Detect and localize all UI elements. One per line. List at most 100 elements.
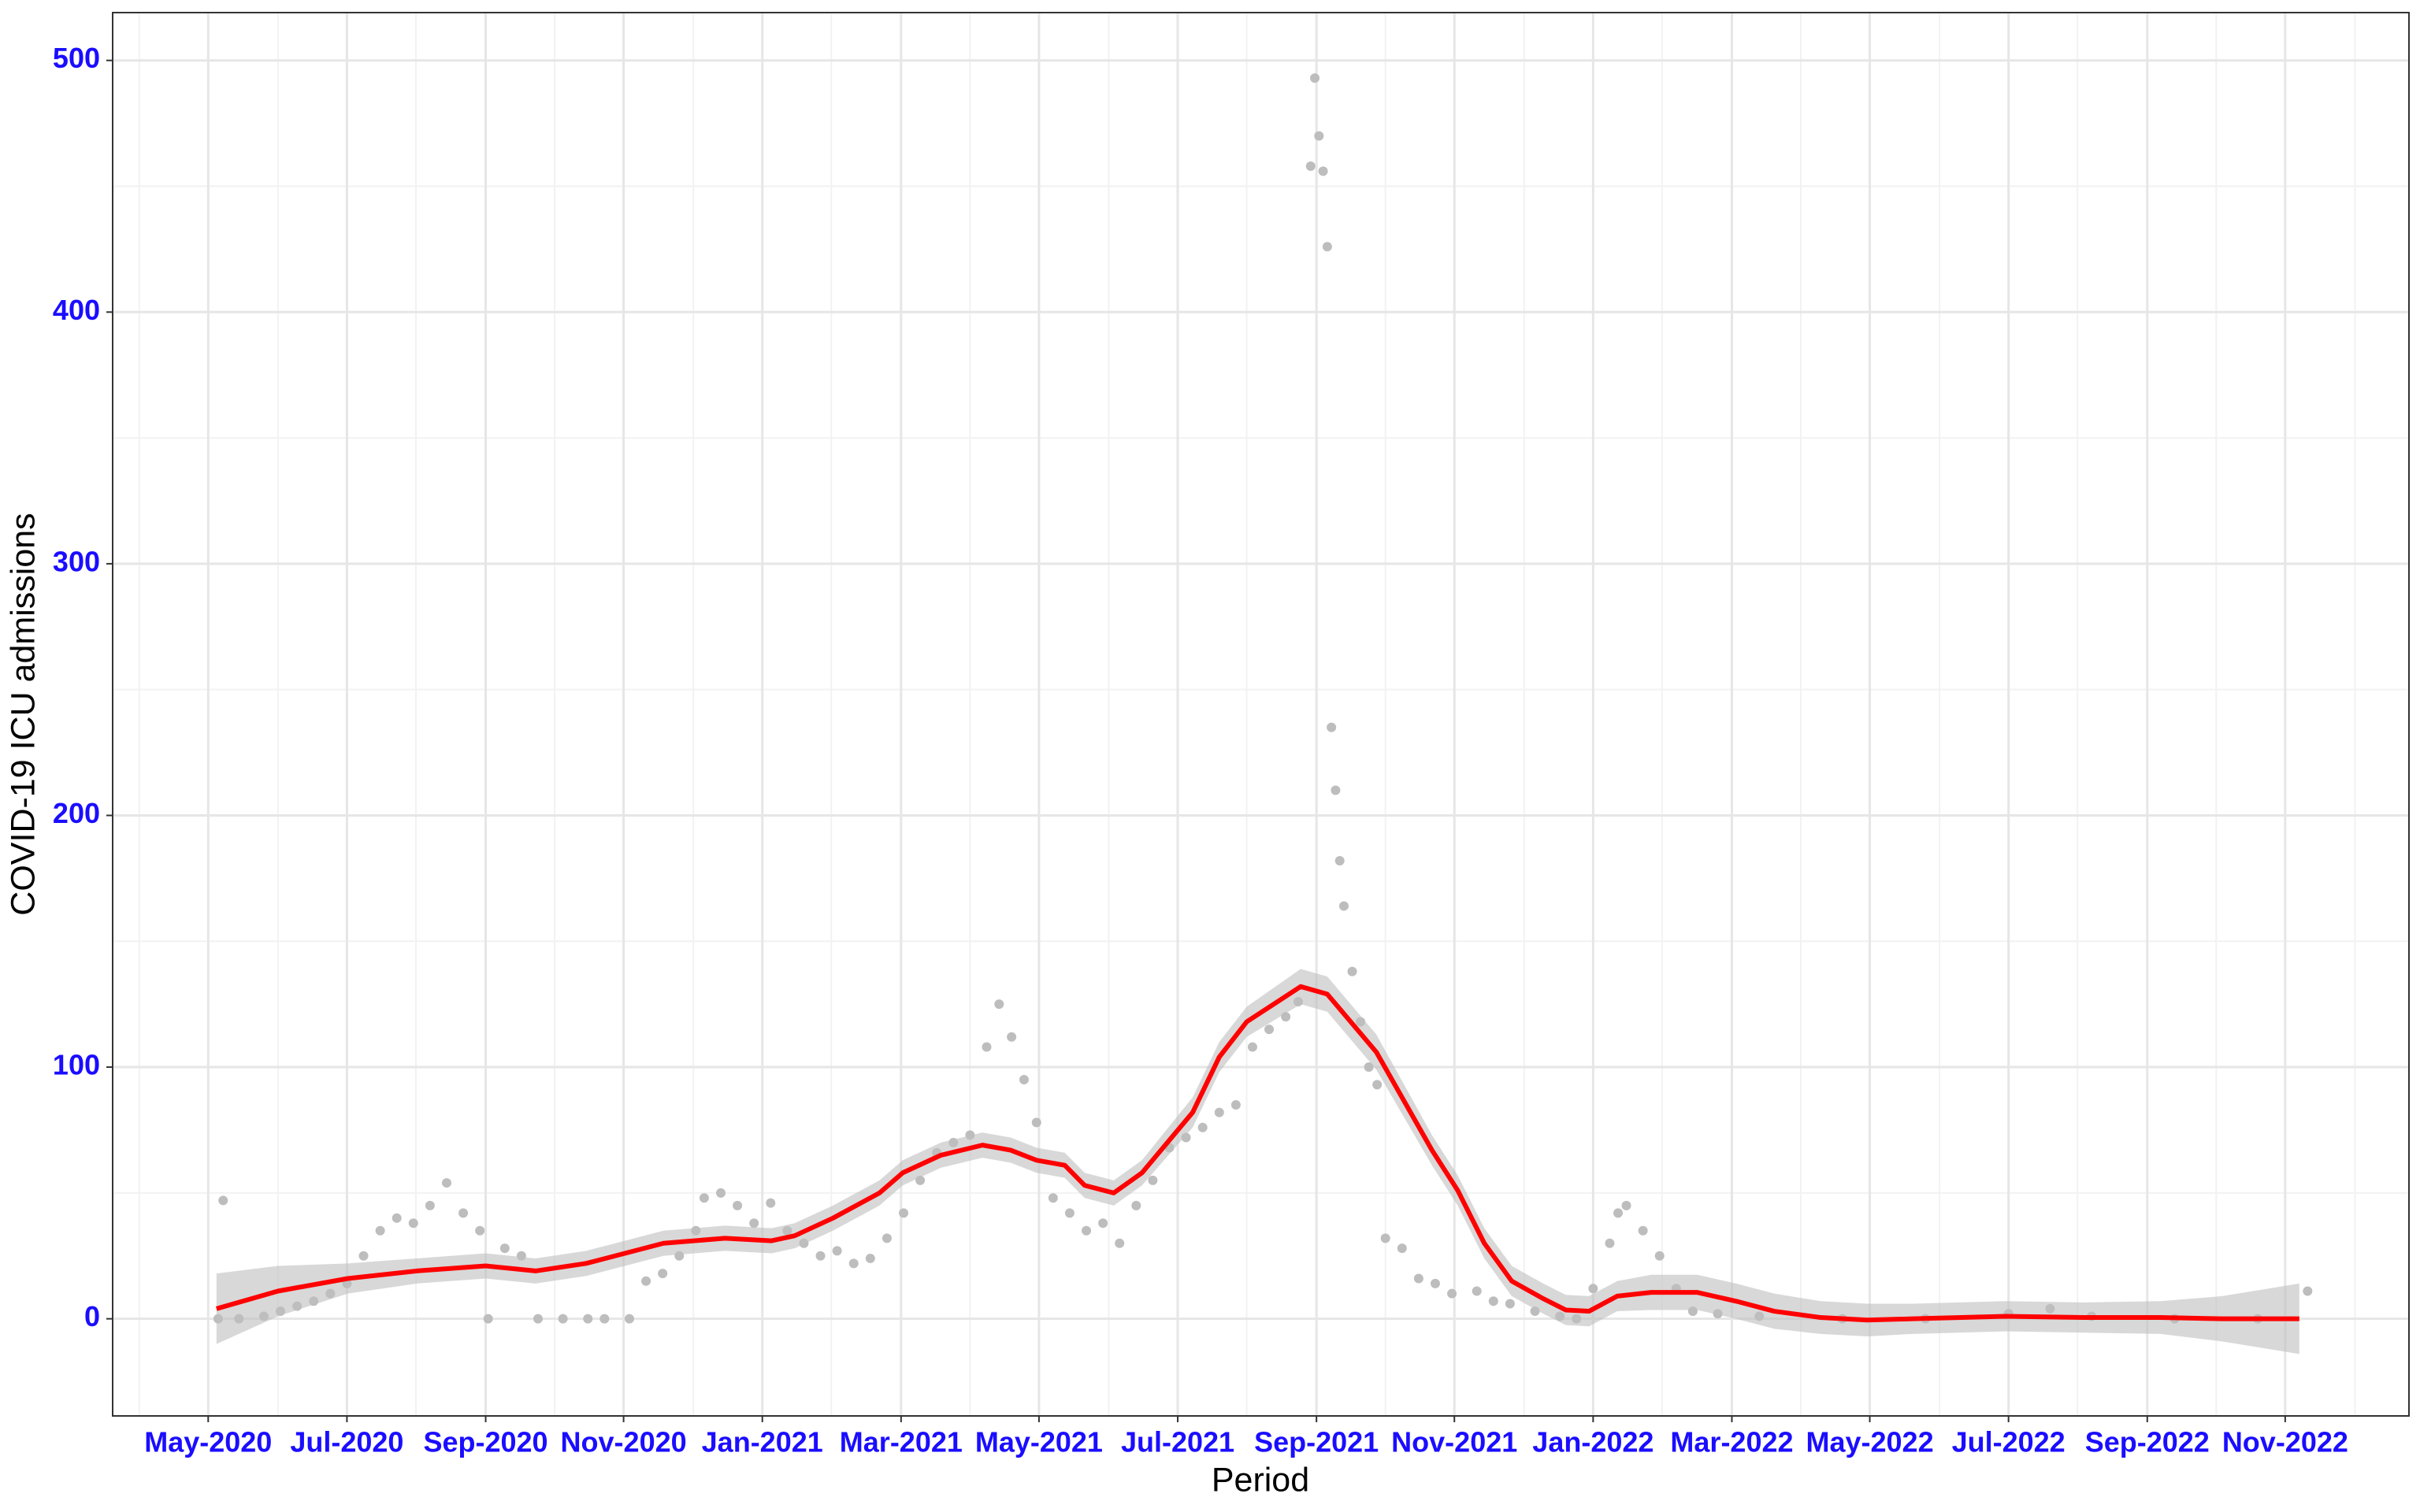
data-point [1327,722,1337,732]
data-point [733,1200,743,1210]
data-point [815,1251,826,1261]
x-tick-label: Nov-2021 [1391,1426,1517,1458]
data-point [1588,1284,1598,1294]
data-point [1322,242,1332,252]
data-point [1338,901,1349,911]
data-point [475,1225,485,1236]
x-tick-label: Jul-2020 [290,1426,403,1458]
x-tick-label: Nov-2020 [561,1426,687,1458]
data-point [533,1314,543,1324]
x-tick-label: Jan-2022 [1532,1426,1654,1458]
x-axis-title: Period [1212,1461,1309,1499]
data-point [1064,1208,1075,1218]
data-point [1505,1299,1515,1309]
data-point [1148,1175,1158,1185]
data-point [699,1193,709,1203]
data-point [408,1218,418,1228]
data-point [715,1188,726,1198]
x-tick-label: Sep-2020 [423,1426,547,1458]
data-point [1613,1208,1623,1218]
data-point [1488,1296,1498,1306]
data-point [558,1314,568,1324]
data-point [1098,1218,1108,1228]
data-point [1031,1117,1041,1128]
data-point [425,1200,435,1210]
data-point [1334,855,1345,865]
data-point [1115,1238,1125,1248]
data-point [583,1314,593,1324]
data-point [1310,73,1320,83]
data-point [441,1178,451,1188]
x-tick-label: Jul-2021 [1121,1426,1234,1458]
data-point [882,1233,892,1243]
data-point [1621,1200,1631,1210]
data-point [1638,1225,1648,1236]
data-point [994,999,1004,1010]
x-tick-label: Sep-2022 [2085,1426,2210,1458]
plot-layers [213,73,2313,1354]
data-point [899,1208,909,1218]
y-tick-label: 300 [53,545,100,577]
data-point [483,1314,493,1324]
data-point [1314,131,1324,141]
data-point [1447,1288,1457,1299]
data-point [1364,1062,1374,1073]
data-point [749,1218,759,1228]
data-point [624,1314,634,1324]
y-tick-label: 400 [53,294,100,326]
data-point [1605,1238,1615,1248]
x-tick-label: Jan-2021 [702,1426,823,1458]
data-point [1430,1278,1440,1288]
data-point [392,1213,402,1223]
data-point [218,1195,228,1206]
y-axis-title: COVID-19 ICU admissions [4,513,42,915]
tick-labels: 0 100 200 300 400 500 May-2020 Jul-2020 Sep-2020… [53,42,2348,1458]
data-point [1380,1233,1390,1243]
data-point [1318,166,1328,176]
data-point [982,1042,992,1052]
data-point [1048,1193,1058,1203]
data-point [1247,1042,1257,1052]
x-tick-label: May-2022 [1806,1426,1933,1458]
data-point [641,1276,651,1286]
x-tick-label: Mar-2021 [840,1426,963,1458]
panel-border [112,12,2410,1417]
data-point [1413,1273,1423,1284]
data-point [1197,1122,1208,1132]
x-tick-label: Jul-2022 [1952,1426,2066,1458]
x-tick-label: May-2021 [975,1426,1103,1458]
data-point [1082,1225,1092,1236]
data-point [1305,161,1316,171]
data-point [1372,1080,1383,1090]
data-point [865,1253,875,1263]
data-point [499,1243,510,1254]
data-point [375,1225,385,1236]
data-point [358,1251,369,1261]
y-tick-label: 100 [53,1049,100,1081]
data-point [1214,1107,1224,1117]
y-tick-label: 500 [53,42,100,74]
x-tick-label: Mar-2022 [1670,1426,1793,1458]
trend-line [216,984,2299,1323]
y-tick-label: 200 [53,797,100,829]
data-point [1230,1099,1241,1110]
data-point [2303,1286,2313,1296]
data-point [1131,1200,1141,1210]
x-tick-label: Sep-2021 [1254,1426,1379,1458]
x-tick-label: Nov-2022 [2222,1426,2348,1458]
data-point [599,1314,610,1324]
data-point [832,1246,842,1256]
data-point [1331,785,1341,795]
data-point [1472,1286,1482,1296]
data-point [1397,1243,1407,1254]
x-tick-label: May-2020 [144,1426,272,1458]
data-point [458,1208,469,1218]
data-point [1019,1075,1029,1085]
data-point [658,1269,668,1279]
data-point [766,1198,776,1208]
y-tick-label: 0 [84,1300,100,1332]
grid [113,13,2409,1416]
data-point [848,1258,859,1269]
data-point [1654,1251,1665,1261]
